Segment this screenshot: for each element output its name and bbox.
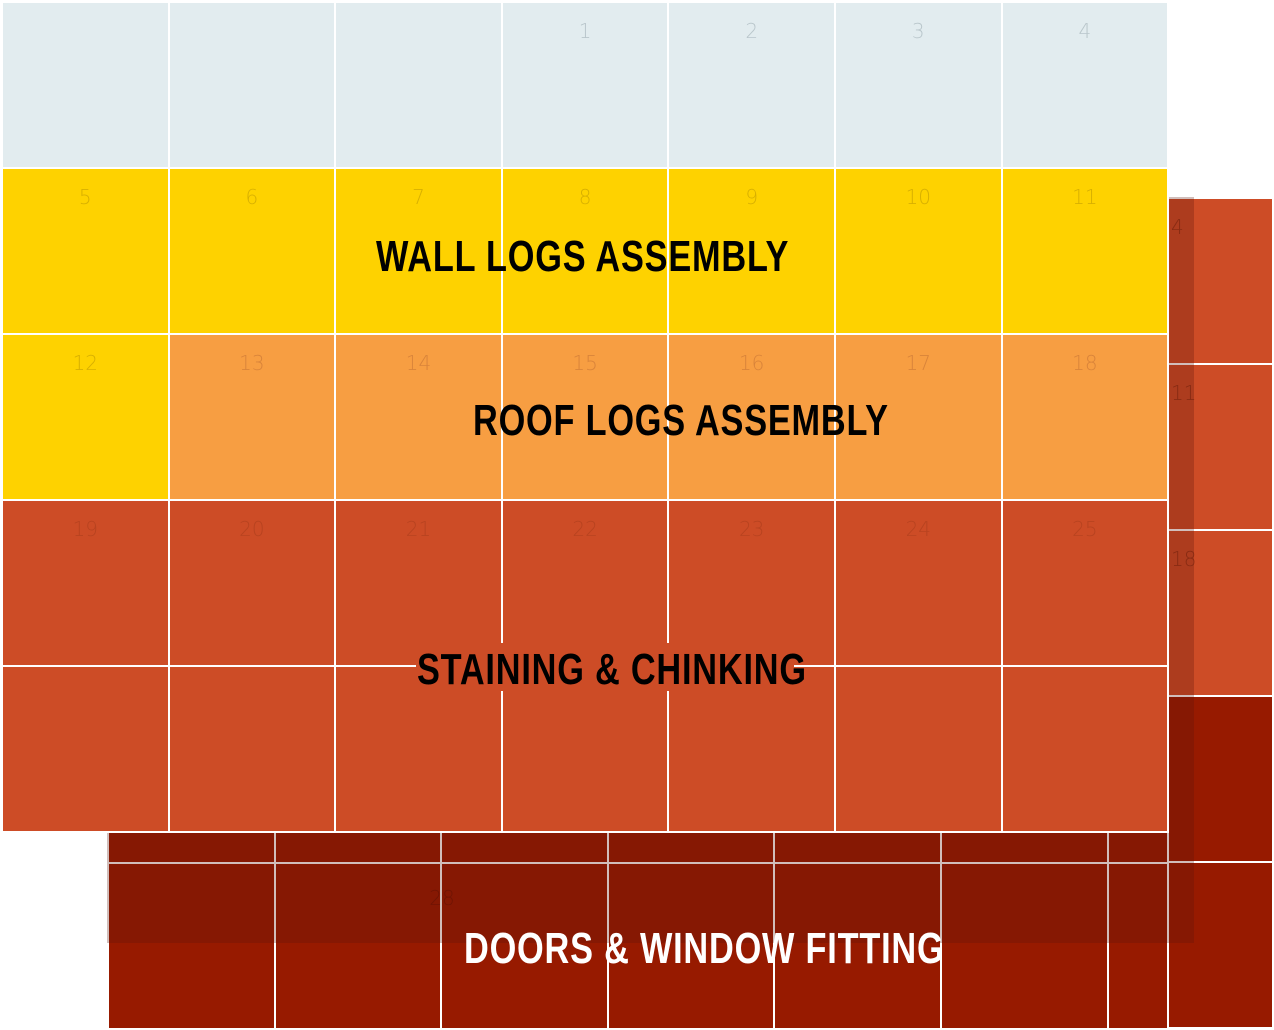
calendar-day-number: 3 [911, 19, 925, 43]
calendar-day-cell: 8 [500, 167, 670, 335]
back-calendar-day-cell [1167, 861, 1274, 1029]
calendar-day-number: 13 [239, 351, 265, 375]
doors-windows-day-cell [273, 862, 443, 1030]
back-calendar-day-cell [1167, 695, 1274, 863]
calendar-day-cell [167, 1, 337, 169]
calendar-day-cell: 25 [1000, 499, 1170, 667]
wall-logs-assembly-label: WALL LOGS ASSEMBLY [376, 232, 790, 281]
calendar-day-cell: 21 [334, 499, 503, 667]
doors-windows-day-number: 28 [429, 886, 455, 910]
calendar-day-cell [1, 1, 170, 169]
calendar-day-number: 21 [405, 517, 432, 541]
calendar-day-number: 4 [1078, 19, 1092, 43]
calendar-day-number: 11 [1072, 185, 1098, 209]
calendar-day-number: 15 [572, 351, 598, 375]
calendar-day-number: 9 [745, 185, 759, 209]
calendar-day-number: 25 [1072, 517, 1098, 541]
back-calendar-day-number: 18 [1171, 547, 1197, 571]
calendar-day-number: 24 [905, 517, 932, 541]
calendar-day-number: 17 [905, 351, 932, 375]
calendar-day-number: 19 [72, 517, 99, 541]
doors-windows-day-cell [940, 862, 1109, 1030]
calendar-day-number: 8 [578, 185, 592, 209]
calendar-day-cell: 12 [1, 333, 170, 501]
calendar-day-cell: 3 [834, 1, 1003, 169]
calendar-day-cell: 14 [334, 333, 503, 501]
back-calendar-day-cell: 18 [1167, 529, 1274, 697]
doors-windows-day-cell: 28 [429, 862, 609, 1030]
calendar-day-number: 20 [239, 517, 265, 541]
doors-windows-day-cell [773, 862, 942, 1030]
staining-chinking-label: STAINING & CHINKING [417, 645, 807, 694]
back-calendar-day-cell: 4 [1167, 197, 1274, 365]
calendar-day-number: 18 [1072, 351, 1098, 375]
calendar-day-cell: 19 [1, 499, 170, 667]
calendar-day-cell [334, 665, 503, 833]
calendar-day-number: 23 [738, 517, 765, 541]
calendar-day-cell [1000, 665, 1170, 833]
calendar-day-number: 12 [72, 351, 99, 375]
calendar-day-cell: 1 [500, 1, 670, 169]
calendar-day-cell: 22 [500, 499, 670, 667]
calendar-day-cell: 4 [1000, 1, 1170, 169]
front-calendar-sheet: 1 2 3 4 5 6 7 8 9 10 11 12 13 14 15 16 17 18 19 20 21 22 23 24 2… [1, 1, 1170, 833]
calendar-day-number: 22 [572, 517, 598, 541]
calendar-day-cell: 18 [1000, 333, 1170, 501]
calendar-day-number: 14 [405, 351, 432, 375]
calendar-day-cell [167, 665, 337, 833]
calendar-day-number: 5 [78, 185, 92, 209]
back-calendar-day-number: 11 [1171, 381, 1197, 405]
calendar-day-cell [334, 1, 503, 169]
calendar-day-cell [1, 665, 170, 833]
calendar-day-number: 16 [738, 351, 765, 375]
doors-window-fitting-label: DOORS & WINDOW FITTING [464, 924, 945, 973]
calendar-day-number: 1 [578, 19, 592, 43]
calendar-day-number: 6 [245, 185, 259, 209]
calendar-day-cell: 13 [167, 333, 337, 501]
roof-logs-assembly-label: ROOF LOGS ASSEMBLY [473, 396, 889, 445]
calendar-day-cell: 5 [1, 167, 170, 335]
calendar-day-number: 7 [412, 185, 425, 209]
back-calendar-sheet: 4 11 18 [1167, 197, 1274, 1029]
calendar-day-cell [834, 665, 1003, 833]
back-calendar-day-cell: 11 [1167, 363, 1274, 531]
calendar-day-number: 10 [905, 185, 932, 209]
calendar-day-cell: 20 [167, 499, 337, 667]
calendar-day-cell: 24 [834, 499, 1003, 667]
calendar-day-number: 2 [745, 19, 759, 43]
calendar-day-cell: 23 [667, 499, 836, 667]
doors-windows-day-cell [107, 862, 276, 1030]
calendar-day-cell [667, 665, 836, 833]
calendar-day-cell: 2 [667, 1, 836, 169]
calendar-day-cell: 16 [667, 333, 836, 501]
staining-label-backdrop [416, 643, 794, 691]
calendar-day-cell: 11 [1000, 167, 1170, 335]
calendar-day-cell: 17 [834, 333, 1003, 501]
doors-windows-day-cell [606, 862, 776, 1030]
calendar-day-cell: 10 [834, 167, 1003, 335]
calendar-day-cell: 6 [167, 167, 337, 335]
back-calendar-day-number: 4 [1171, 215, 1184, 239]
